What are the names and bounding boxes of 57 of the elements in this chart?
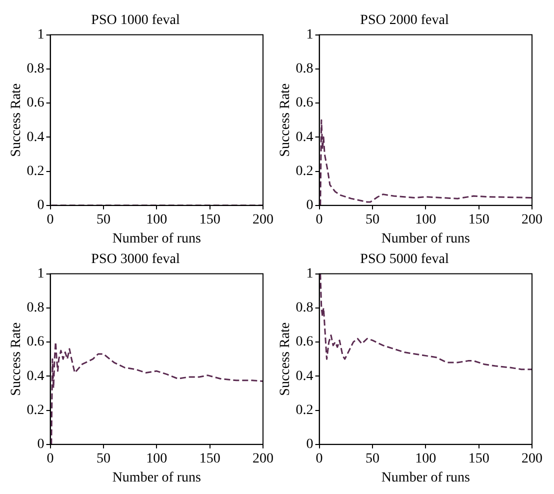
x-tick-label: 0	[316, 451, 323, 466]
chart-title: PSO 1000 feval	[91, 13, 180, 28]
y-tick-label: 0.6	[26, 96, 44, 111]
x-tick-label: 150	[199, 451, 220, 466]
x-tick-label: 200	[252, 451, 274, 466]
line-series	[320, 274, 532, 370]
y-tick-label: 0.4	[296, 130, 314, 145]
y-tick-label: 0.6	[26, 334, 44, 350]
x-tick-label: 0	[46, 451, 54, 466]
y-tick-label: 0.4	[26, 130, 44, 145]
y-tick-label: 1	[37, 27, 44, 42]
x-tick-label: 0	[316, 212, 323, 228]
y-tick-label: 0	[306, 437, 314, 452]
chart-title: PSO 2000 feval	[360, 13, 449, 28]
x-tick-label: 100	[146, 212, 168, 228]
y-tick-label: 0.8	[296, 300, 314, 316]
x-tick-label: 150	[468, 451, 490, 466]
x-tick-label: 50	[96, 451, 110, 466]
x-tick-label: 50	[365, 451, 380, 466]
x-tick-label: 150	[468, 212, 490, 228]
y-tick-label: 0	[306, 198, 314, 214]
x-tick-label: 200	[522, 451, 542, 466]
x-axis-title: Number of runs	[112, 231, 201, 246]
y-tick-label: 0	[37, 198, 44, 214]
y-tick-label: 0.8	[296, 62, 314, 77]
y-tick-label: 0.2	[26, 402, 44, 418]
y-tick-label: 0.4	[296, 368, 314, 384]
y-tick-label: 1	[306, 266, 314, 282]
x-tick-label: 0	[46, 212, 54, 228]
y-axis-title: Success Rate	[278, 83, 294, 157]
x-axis-title: Number of runs	[381, 231, 470, 246]
y-tick-label: 1	[306, 27, 314, 42]
y-tick-label: 0.6	[296, 96, 314, 111]
x-tick-label: 100	[146, 451, 168, 466]
y-tick-label: 0.2	[296, 402, 314, 418]
x-tick-label: 100	[415, 212, 436, 228]
y-tick-label: 1	[37, 266, 44, 282]
y-axis-title: Success Rate	[9, 83, 24, 157]
y-tick-label: 0.2	[26, 164, 44, 179]
y-tick-label: 0	[37, 437, 44, 452]
y-tick-label: 0.6	[296, 334, 314, 350]
y-axis-title: Success Rate	[9, 322, 24, 396]
x-tick-label: 200	[522, 212, 542, 228]
x-tick-label: 100	[415, 451, 436, 466]
x-tick-label: 50	[96, 212, 110, 228]
y-tick-label: 0.4	[26, 368, 44, 384]
chart-title: PSO 3000 feval	[91, 252, 180, 268]
y-axis-title: Success Rate	[278, 322, 294, 396]
chart-title: PSO 5000 feval	[360, 252, 449, 268]
x-tick-label: 200	[252, 212, 274, 228]
y-tick-label: 0.2	[296, 164, 314, 179]
x-axis-title: Number of runs	[112, 470, 201, 486]
x-axis-title: Number of runs	[381, 470, 470, 486]
y-tick-label: 0.8	[26, 300, 44, 316]
y-tick-label: 0.8	[26, 62, 44, 77]
x-tick-label: 150	[199, 212, 220, 228]
x-tick-label: 50	[365, 212, 380, 228]
